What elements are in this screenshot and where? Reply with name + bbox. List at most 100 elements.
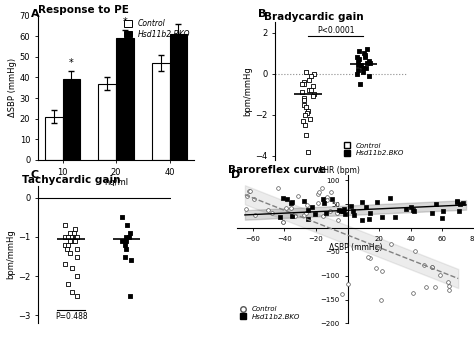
Point xyxy=(300,98,308,103)
Point xyxy=(338,291,346,297)
Point xyxy=(311,212,319,217)
Point xyxy=(302,132,310,138)
Point xyxy=(378,268,386,274)
Legend: Control, Hsd11b2.BKO: Control, Hsd11b2.BKO xyxy=(124,19,191,39)
Point xyxy=(361,53,368,58)
Point xyxy=(358,200,365,205)
Point xyxy=(250,196,257,202)
Point xyxy=(62,234,69,240)
X-axis label: ΔSBP (mmHg): ΔSBP (mmHg) xyxy=(329,243,382,252)
Point xyxy=(73,254,81,259)
Point xyxy=(355,67,362,72)
Text: *: * xyxy=(69,58,74,68)
Point xyxy=(366,61,374,66)
Text: Response to PE: Response to PE xyxy=(38,5,129,15)
Point xyxy=(300,102,308,107)
Point xyxy=(302,210,310,215)
Point xyxy=(365,58,373,64)
Point xyxy=(432,284,439,289)
Point xyxy=(349,208,356,214)
Point xyxy=(322,211,329,216)
Point xyxy=(365,217,373,222)
Bar xyxy=(170,34,187,160)
Point xyxy=(428,265,436,270)
Point xyxy=(70,238,77,244)
Point xyxy=(64,246,71,251)
Point xyxy=(302,69,310,74)
Point xyxy=(121,254,128,259)
Point xyxy=(358,218,366,223)
Point xyxy=(323,197,331,203)
Point xyxy=(300,79,307,85)
Point xyxy=(66,238,73,244)
Text: D: D xyxy=(231,170,240,180)
Point xyxy=(357,63,365,68)
Point xyxy=(306,116,313,122)
Point xyxy=(67,234,75,240)
Point xyxy=(307,73,315,78)
Bar xyxy=(152,63,170,160)
Y-axis label: ΔHR (bpm): ΔHR (bpm) xyxy=(318,166,360,175)
Point xyxy=(306,77,313,83)
Point xyxy=(300,213,307,218)
Point xyxy=(319,197,327,202)
Point xyxy=(306,87,313,93)
Point xyxy=(356,81,364,87)
Point xyxy=(374,244,382,250)
Point xyxy=(279,219,287,225)
Point xyxy=(315,200,322,205)
Point xyxy=(294,193,301,198)
Text: Baroreflex curve: Baroreflex curve xyxy=(228,165,326,175)
Text: B: B xyxy=(258,9,267,19)
Point xyxy=(422,284,429,290)
Point xyxy=(73,234,81,240)
Point xyxy=(243,193,251,198)
Point xyxy=(364,61,371,66)
Point xyxy=(387,241,394,246)
Point xyxy=(73,293,80,299)
Point xyxy=(323,195,330,200)
Point xyxy=(264,207,272,213)
Point xyxy=(122,238,130,244)
Point xyxy=(125,234,132,240)
Point xyxy=(64,281,71,287)
Y-axis label: bpm/mmHg: bpm/mmHg xyxy=(6,230,15,279)
Point xyxy=(341,211,349,217)
Point xyxy=(410,208,418,213)
Point xyxy=(61,262,69,267)
Point xyxy=(365,254,372,259)
Point xyxy=(454,198,461,204)
Y-axis label: bpm/mmHg: bpm/mmHg xyxy=(243,66,252,116)
Point xyxy=(366,255,374,261)
Point xyxy=(318,185,325,190)
Point xyxy=(354,63,362,68)
Point xyxy=(391,214,398,220)
Text: A: A xyxy=(31,9,39,19)
Point xyxy=(347,203,355,209)
Legend: Control, Hsd11b2.BKO: Control, Hsd11b2.BKO xyxy=(240,307,300,320)
Point xyxy=(282,205,290,211)
Point xyxy=(345,282,352,287)
Bar xyxy=(63,79,80,160)
Point xyxy=(436,273,444,278)
Point xyxy=(303,110,311,116)
Point xyxy=(428,210,436,216)
Point xyxy=(68,234,75,240)
Point xyxy=(438,215,445,220)
Text: *: * xyxy=(123,17,128,27)
Point xyxy=(288,200,296,205)
Point xyxy=(302,104,310,109)
Point xyxy=(445,288,452,293)
Point xyxy=(304,149,311,154)
Legend: Control, Hsd11b2.BKO: Control, Hsd11b2.BKO xyxy=(345,142,404,157)
Text: C: C xyxy=(31,170,39,180)
Point xyxy=(444,280,451,285)
Point xyxy=(299,81,306,87)
Point xyxy=(365,73,373,78)
Point xyxy=(386,195,394,200)
Point xyxy=(268,211,276,216)
Point xyxy=(288,200,295,205)
Point xyxy=(127,258,135,263)
Point xyxy=(339,208,347,213)
Point xyxy=(440,208,447,214)
